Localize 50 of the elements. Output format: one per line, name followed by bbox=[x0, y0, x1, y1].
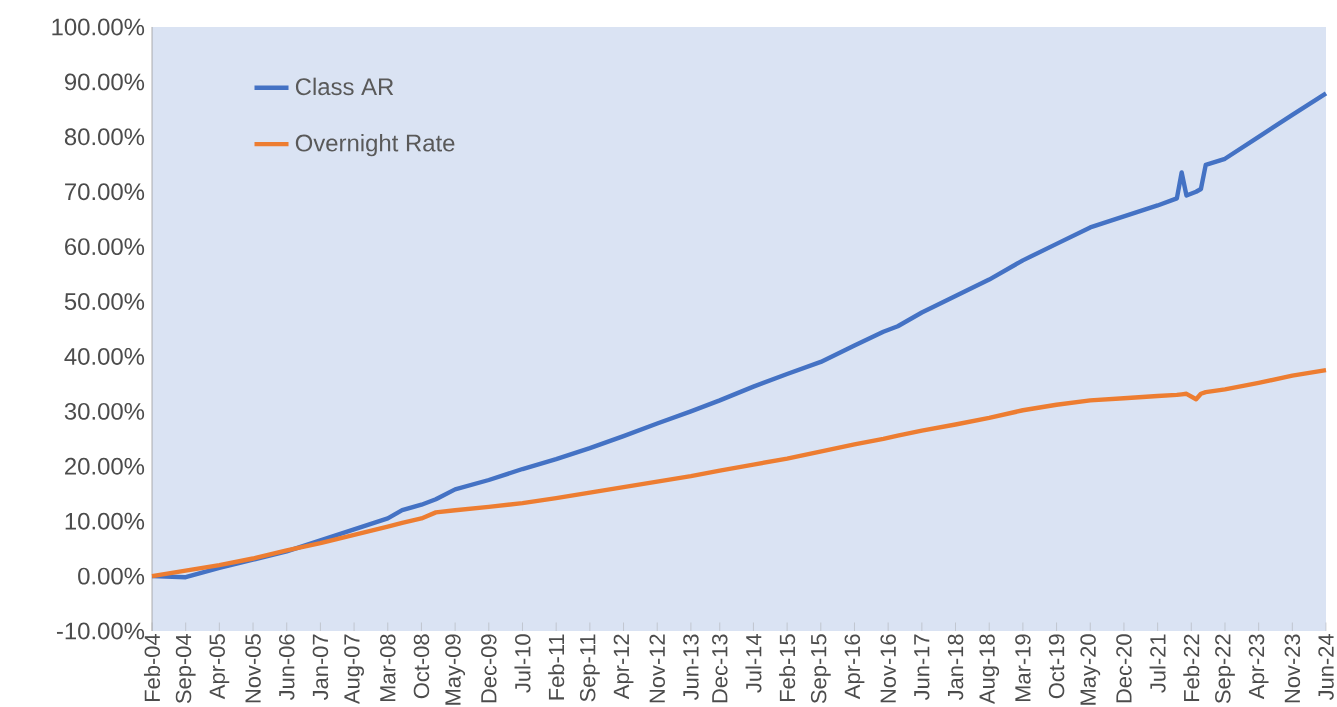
x-tick-label: Sep-04 bbox=[175, 634, 196, 704]
x-tick-label: Aug-18 bbox=[979, 634, 1000, 705]
x-tick-label: May-20 bbox=[1080, 634, 1101, 705]
legend-label: Overnight Rate bbox=[295, 133, 455, 157]
x-tick-label: Feb-11 bbox=[548, 634, 565, 700]
x-tick-label: Nov-05 bbox=[245, 634, 261, 703]
x-tick-label: Apr-05 bbox=[209, 634, 230, 700]
y-tick-label: 60.00% bbox=[65, 238, 145, 256]
x-tick-label: Jan-07 bbox=[312, 634, 329, 701]
y-tick-label: -10.00% bbox=[56, 622, 145, 640]
x-tick-label: Nov-12 bbox=[649, 634, 665, 703]
x-tick-label: Feb-22 bbox=[1183, 634, 1200, 702]
x-tick-label: Jul-14 bbox=[745, 634, 762, 693]
x-tick-label: May-09 bbox=[445, 634, 466, 705]
x-tick-label: Apr-16 bbox=[844, 634, 865, 700]
y-tick-label: 10.00% bbox=[65, 512, 145, 530]
x-tick-label: Nov-23 bbox=[1284, 634, 1301, 703]
x-tick-label: Jun-24 bbox=[1318, 634, 1334, 701]
x-tick-label: Feb-15 bbox=[779, 634, 796, 702]
y-tick-label: 100.00% bbox=[52, 18, 145, 36]
x-tick-label: Apr-12 bbox=[613, 634, 634, 700]
x-tick-label: Apr-23 bbox=[1248, 634, 1269, 700]
x-tick-label: Jun-13 bbox=[683, 634, 699, 701]
x-tick-label: Mar-19 bbox=[1015, 634, 1031, 702]
y-tick-label: 20.00% bbox=[65, 457, 145, 475]
y-tick-label: 80.00% bbox=[64, 128, 145, 146]
x-tick-label: Nov-16 bbox=[880, 634, 896, 703]
x-tick-label: Sep-11 bbox=[579, 634, 600, 702]
x-tick-label: Aug-07 bbox=[344, 634, 364, 705]
x-tick-label: Dec-09 bbox=[481, 634, 497, 703]
y-tick-label: 40.00% bbox=[64, 348, 145, 365]
x-tick-label: Jul-21 bbox=[1149, 634, 1166, 693]
y-tick-label: 70.00% bbox=[65, 183, 145, 201]
x-tick-label: Dec-20 bbox=[1116, 634, 1132, 703]
x-tick-label: Jun-06 bbox=[278, 634, 295, 701]
x-tick-label: Mar-08 bbox=[380, 634, 396, 702]
x-tick-label: Jun-17 bbox=[914, 634, 930, 701]
x-tick-label: Oct-08 bbox=[413, 634, 430, 699]
x-tick-label: Feb-04 bbox=[143, 634, 161, 702]
x-tick-label: Jan-18 bbox=[947, 634, 964, 701]
x-tick-label: Jul-10 bbox=[514, 634, 531, 693]
legend-label: Class AR bbox=[295, 77, 394, 96]
y-tick-label: 0.00% bbox=[78, 567, 145, 585]
y-tick-label: 90.00% bbox=[64, 73, 145, 91]
y-tick-label: 50.00% bbox=[64, 293, 145, 310]
x-tick-label: Sep-15 bbox=[810, 634, 831, 704]
x-tick-label: Sep-22 bbox=[1215, 634, 1235, 704]
y-tick-label: 30.00% bbox=[64, 402, 145, 420]
x-tick-label: Oct-19 bbox=[1048, 634, 1065, 699]
x-tick-label: Dec-13 bbox=[712, 634, 728, 703]
